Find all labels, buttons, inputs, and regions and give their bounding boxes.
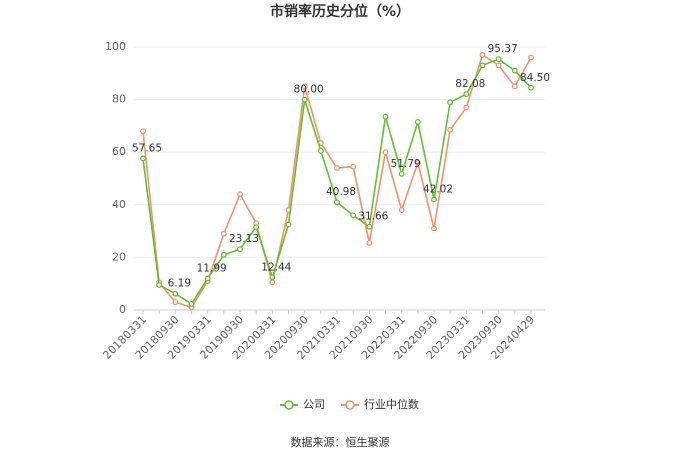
chart-title: 市销率历史分位（%） <box>270 3 410 20</box>
data-point <box>188 301 195 307</box>
data-point <box>495 62 502 69</box>
data-point <box>382 149 389 156</box>
legend-label: 行业中位数 <box>364 397 419 411</box>
data-point <box>334 199 340 206</box>
y-tick-label: 60 <box>112 145 126 158</box>
data-point <box>269 274 276 281</box>
data-point <box>414 159 421 166</box>
data-point <box>366 223 373 230</box>
data-point <box>253 224 260 231</box>
source-note: 数据来源：恒生聚源 <box>291 435 390 449</box>
data-point <box>528 84 534 91</box>
data-label: 51.79 <box>391 158 421 170</box>
data-point <box>301 83 308 90</box>
y-tick-label: 80 <box>112 93 126 106</box>
data-point <box>528 54 534 61</box>
data-point <box>398 170 405 177</box>
data-point <box>479 51 486 58</box>
y-tick-label: 100 <box>105 40 126 53</box>
y-tick-label: 20 <box>112 250 126 263</box>
data-point <box>334 165 340 171</box>
data-point <box>172 290 179 297</box>
data-label: 23.13 <box>229 233 259 245</box>
data-point <box>414 119 421 125</box>
y-tick-label: 0 <box>119 303 126 316</box>
data-point <box>237 246 243 253</box>
data-point <box>156 282 163 288</box>
data-label: 40.98 <box>326 186 356 198</box>
data-point <box>431 196 437 203</box>
data-point <box>495 56 502 63</box>
data-point <box>350 212 357 219</box>
data-point <box>398 207 405 214</box>
data-label: 82.08 <box>455 78 485 90</box>
data-point <box>301 96 308 103</box>
data-label: 95.37 <box>488 43 518 55</box>
data-point <box>511 83 518 90</box>
data-point <box>140 155 146 162</box>
data-point <box>220 251 227 258</box>
data-point <box>431 225 437 232</box>
data-point <box>382 113 389 120</box>
data-point <box>350 163 357 170</box>
data-label: 84.50 <box>520 72 550 84</box>
data-point <box>269 279 276 286</box>
legend-label: 公司 <box>303 398 325 411</box>
data-point <box>220 230 227 237</box>
data-point <box>366 239 373 246</box>
data-point <box>317 147 324 154</box>
data-point <box>511 67 518 74</box>
data-point <box>204 275 211 282</box>
legend: 公司 行业中位数 <box>280 397 419 411</box>
data-point <box>140 128 146 135</box>
data-point <box>463 91 470 98</box>
data-label: 80.00 <box>294 84 324 96</box>
data-point <box>237 191 243 198</box>
data-label: 57.65 <box>132 142 162 154</box>
data-point <box>172 299 179 306</box>
data-label: 6.19 <box>168 278 191 290</box>
data-point <box>479 62 486 69</box>
data-point <box>447 126 454 133</box>
data-label: 31.66 <box>358 211 388 223</box>
data-label: 12.44 <box>261 261 291 273</box>
data-point <box>463 104 470 111</box>
legend-marker <box>345 400 355 410</box>
y-tick-label: 40 <box>112 198 126 211</box>
legend-marker <box>284 400 294 410</box>
data-point <box>447 99 454 106</box>
data-point <box>285 221 292 228</box>
data-label: 11.99 <box>197 262 227 274</box>
data-label: 42.02 <box>423 183 453 195</box>
